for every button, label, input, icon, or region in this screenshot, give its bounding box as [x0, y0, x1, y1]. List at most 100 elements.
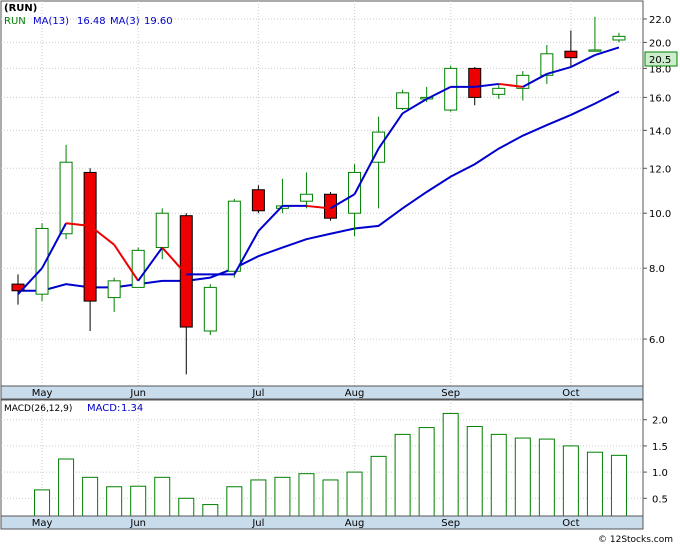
price-tick-label: 22.0 — [649, 15, 671, 26]
macd-bar — [418, 427, 435, 517]
legend-ma3-label: MA(3) — [110, 16, 140, 27]
price-tick-label: 18.0 — [649, 64, 671, 75]
candle — [492, 83, 506, 99]
price-tick-label: 10.0 — [649, 209, 671, 220]
candle-body — [107, 280, 121, 299]
macd-x-tick-label: Jul — [251, 518, 264, 529]
candle-body — [468, 67, 482, 98]
candle-body — [251, 189, 265, 212]
candle-body — [396, 92, 410, 109]
price-x-tick-label: Oct — [562, 388, 579, 399]
candle — [564, 30, 578, 68]
macd-x-tick-label: Oct — [562, 518, 579, 529]
price-x-axis: May Jun Jul Aug Sep Oct — [32, 388, 580, 399]
macd-y-axis: 0.5 1.0 1.5 2.0 — [643, 416, 668, 505]
macd-bar — [106, 486, 123, 517]
macd-legend-macd-label: MACD: — [87, 403, 120, 414]
candle — [299, 172, 313, 209]
candle — [396, 89, 410, 111]
candle — [131, 247, 145, 288]
legend-ma13-value: 16.48 — [77, 16, 106, 27]
macd-tick-label: 0.5 — [652, 494, 668, 505]
macd-bar — [370, 455, 387, 517]
candle-body — [131, 249, 145, 288]
macd-x-tick-label: Jun — [129, 518, 146, 529]
candle — [612, 32, 626, 43]
candle-body — [227, 200, 241, 272]
ma3-segment — [257, 205, 284, 232]
ma3-segment — [522, 73, 548, 88]
price-y-axis: 6.0 8.0 10.0 12.0 14.0 16.0 18.0 20.0 22.0 — [643, 15, 671, 346]
ma3-segment — [161, 246, 188, 276]
candle — [59, 144, 73, 240]
macd-bar — [538, 438, 555, 517]
ma3-segment — [113, 244, 140, 282]
macd-bar — [394, 433, 411, 517]
legend-ma13-label: MA(13) — [33, 16, 69, 27]
candle — [83, 168, 97, 331]
price-tick-label: 6.0 — [649, 335, 665, 346]
macd-legend-label: MACD(26,12,9) — [4, 404, 72, 414]
macd-x-tick-label: Sep — [441, 518, 460, 529]
macd-bar — [82, 476, 99, 517]
price-x-tick-label: Jun — [129, 388, 146, 399]
candle-body — [83, 171, 97, 302]
candle-body — [612, 35, 626, 41]
candles-layer — [11, 16, 626, 375]
price-tick-label: 14.0 — [649, 126, 671, 137]
candle-body — [203, 286, 217, 332]
candle — [107, 277, 121, 312]
macd-bar — [298, 473, 315, 517]
macd-bar — [154, 476, 171, 517]
candle — [444, 65, 458, 112]
candle-body — [155, 212, 169, 249]
legend-ma3-value: 19.60 — [144, 16, 173, 27]
price-x-tick-label: Jul — [251, 388, 264, 399]
candle-body — [564, 50, 578, 59]
macd-x-axis-band — [0, 515, 644, 530]
ma3-segment — [570, 54, 596, 68]
price-panel-frame — [0, 0, 644, 387]
ma3-segment — [474, 82, 499, 88]
macd-x-tick-label: May — [32, 518, 53, 529]
ma3-segment — [498, 82, 523, 88]
candle-body — [492, 87, 506, 95]
macd-tick-label: 2.0 — [652, 416, 668, 427]
candle — [155, 208, 169, 260]
macd-bar — [34, 489, 51, 517]
macd-bar — [250, 479, 267, 517]
macd-tick-label: 1.5 — [652, 442, 668, 453]
candle-body — [324, 193, 337, 219]
macd-bar — [562, 445, 579, 517]
legend-symbol: RUN — [4, 16, 26, 27]
macd-bar — [130, 485, 147, 517]
price-tick-label: 16.0 — [649, 93, 671, 104]
macd-bar — [346, 471, 363, 517]
candle — [324, 191, 337, 221]
candle-body — [179, 215, 193, 328]
ma3-layer — [17, 46, 620, 295]
ma3-segment — [329, 193, 356, 210]
ma3-segment — [377, 112, 404, 150]
macd-bar — [466, 426, 483, 517]
candle — [179, 213, 193, 375]
ma3-segment — [233, 230, 260, 275]
macd-bar — [586, 451, 603, 517]
ma3-segment — [65, 222, 91, 227]
price-tick-label: 12.0 — [649, 164, 671, 175]
watermark: © 12Stocks.com — [598, 535, 673, 545]
candle-body — [540, 53, 554, 76]
last-price-label: 20.5 — [649, 55, 671, 66]
candle — [203, 284, 217, 336]
candle-body — [588, 49, 602, 52]
ma3-segment — [306, 204, 331, 210]
ma3-segment — [89, 225, 115, 246]
macd-legend-macd-value: 1.34 — [121, 403, 143, 414]
candle — [227, 198, 241, 278]
macd-bar — [442, 412, 459, 517]
price-x-tick-label: May — [32, 388, 53, 399]
ma3-segment — [41, 222, 67, 269]
candle — [588, 16, 602, 52]
